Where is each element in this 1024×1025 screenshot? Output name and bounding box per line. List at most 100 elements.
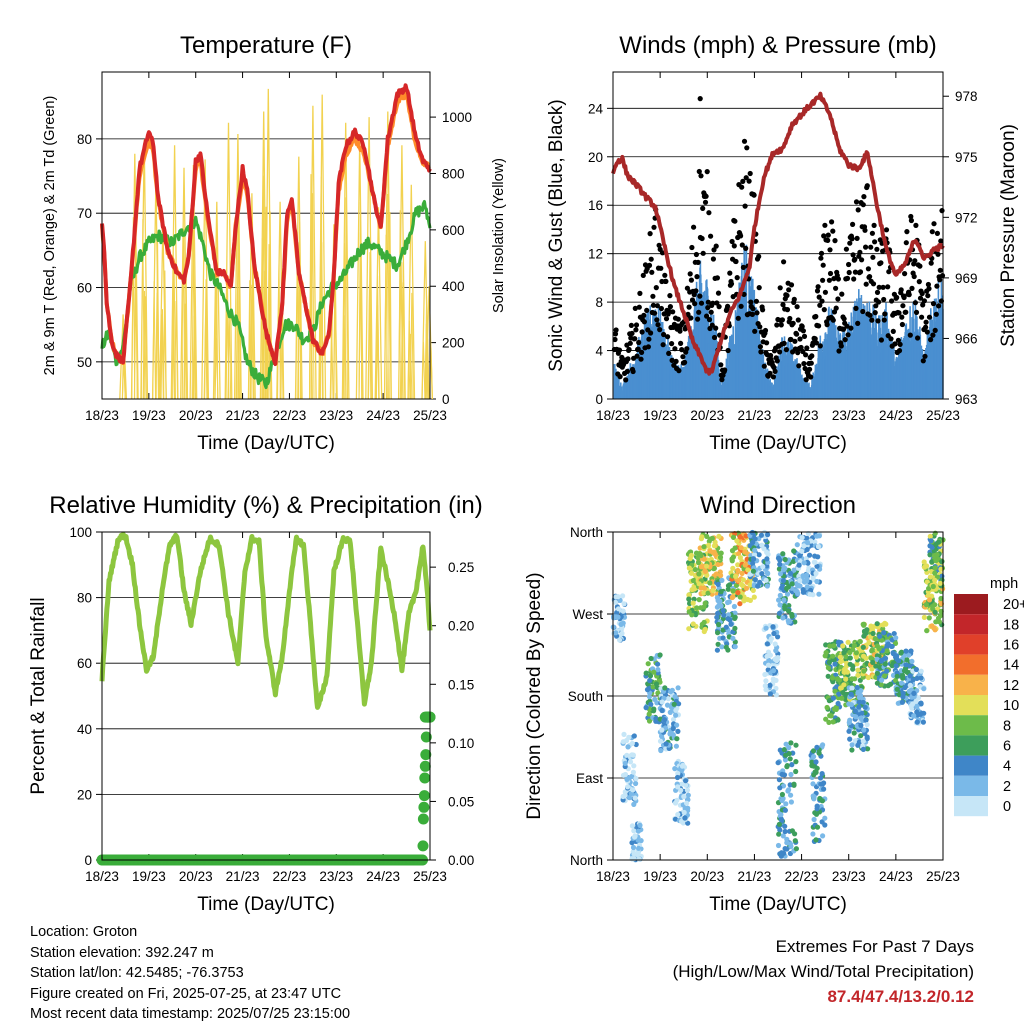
direction-point — [882, 655, 889, 662]
direction-point — [847, 649, 853, 656]
direction-point — [801, 560, 807, 566]
direction-point — [825, 665, 832, 671]
direction-point — [843, 654, 849, 660]
direction-point — [636, 856, 642, 862]
direction-point — [855, 690, 861, 696]
direction-point — [861, 653, 867, 659]
direction-point — [814, 824, 821, 830]
direction-point — [718, 589, 724, 595]
direction-point — [735, 590, 741, 596]
direction-point — [657, 652, 663, 658]
direction-point — [847, 655, 853, 661]
legend-swatch — [954, 614, 988, 635]
direction-point — [630, 787, 636, 793]
gust-point — [876, 284, 882, 290]
direction-point — [885, 641, 891, 647]
gust-point — [727, 270, 733, 276]
direction-point — [694, 605, 700, 611]
direction-point — [907, 673, 913, 679]
x-tick-label: 24/23 — [366, 869, 400, 884]
direction-point — [764, 570, 770, 576]
gust-point — [920, 302, 926, 308]
direction-point — [643, 705, 649, 711]
y-tick-label: South — [568, 689, 603, 704]
x-tick-label: 24/23 — [366, 408, 400, 423]
gust-point — [915, 335, 921, 341]
panel-title: Relative Humidity (%) & Precipitation (i… — [49, 492, 482, 519]
direction-point — [784, 591, 791, 597]
direction-point — [773, 648, 779, 654]
direction-point — [792, 831, 798, 837]
gust-point — [857, 249, 863, 255]
gust-point — [786, 287, 792, 293]
y-tick-label: 40 — [77, 722, 92, 737]
direction-point — [921, 564, 928, 570]
direction-point — [735, 562, 741, 568]
gust-point — [852, 269, 859, 275]
gust-point — [906, 292, 912, 298]
y-right-tick-label: 200 — [442, 336, 465, 351]
direction-point — [751, 594, 757, 600]
direction-point — [647, 677, 653, 684]
direction-point — [720, 608, 726, 614]
gust-point — [907, 332, 913, 338]
gust-point — [685, 311, 691, 317]
direction-point — [918, 675, 924, 681]
gust-point — [857, 269, 864, 275]
y-tick-label: 20 — [77, 787, 92, 802]
direction-point — [810, 748, 817, 754]
plot-frame — [101, 531, 431, 861]
direction-point — [835, 700, 841, 707]
gust-point — [729, 238, 735, 245]
gust-point — [627, 340, 633, 346]
gust-point — [883, 227, 890, 233]
gust-point — [815, 284, 821, 290]
solar-spike — [131, 217, 136, 400]
direction-point — [643, 670, 649, 676]
gust-point — [747, 170, 753, 177]
gust-point — [841, 316, 847, 322]
gust-point — [687, 271, 693, 277]
direction-point — [789, 613, 795, 619]
direction-point — [688, 552, 695, 559]
direction-point — [645, 661, 651, 667]
gust-point — [704, 169, 710, 175]
gust-point — [666, 350, 672, 356]
direction-point — [918, 668, 924, 674]
direction-point — [743, 585, 750, 591]
direction-point — [791, 781, 797, 787]
direction-point — [832, 688, 838, 694]
gust-point — [624, 368, 631, 374]
solar-spike — [134, 283, 138, 400]
recent-timestamp-label: Most recent data timestamp: 2025/07/25 2… — [30, 1006, 351, 1022]
gust-point — [753, 298, 760, 304]
gust-point — [652, 310, 658, 316]
direction-point — [650, 684, 656, 690]
gust-point — [716, 304, 722, 310]
gust-point — [698, 300, 705, 306]
direction-point — [903, 648, 909, 654]
gust-point — [688, 315, 694, 321]
direction-point — [617, 597, 623, 604]
direction-point — [701, 604, 707, 610]
gust-point — [665, 334, 671, 340]
direction-point — [865, 674, 872, 681]
direction-point — [781, 747, 788, 753]
dewpoint-series — [100, 200, 432, 390]
gust-point — [706, 317, 713, 323]
direction-point — [851, 730, 857, 736]
gust-point — [888, 336, 894, 342]
gust-point — [890, 328, 896, 334]
direction-point — [850, 666, 856, 672]
direction-point — [821, 786, 827, 792]
direction-point — [856, 699, 863, 705]
gust-point — [855, 207, 861, 213]
direction-point — [807, 552, 813, 558]
y-right-tick-label: 0.15 — [448, 677, 474, 692]
direction-point — [903, 662, 909, 668]
gust-point — [684, 346, 690, 352]
gust-point — [843, 246, 850, 252]
gust-point — [770, 374, 777, 380]
precip-point — [418, 801, 430, 813]
direction-point — [788, 771, 794, 778]
